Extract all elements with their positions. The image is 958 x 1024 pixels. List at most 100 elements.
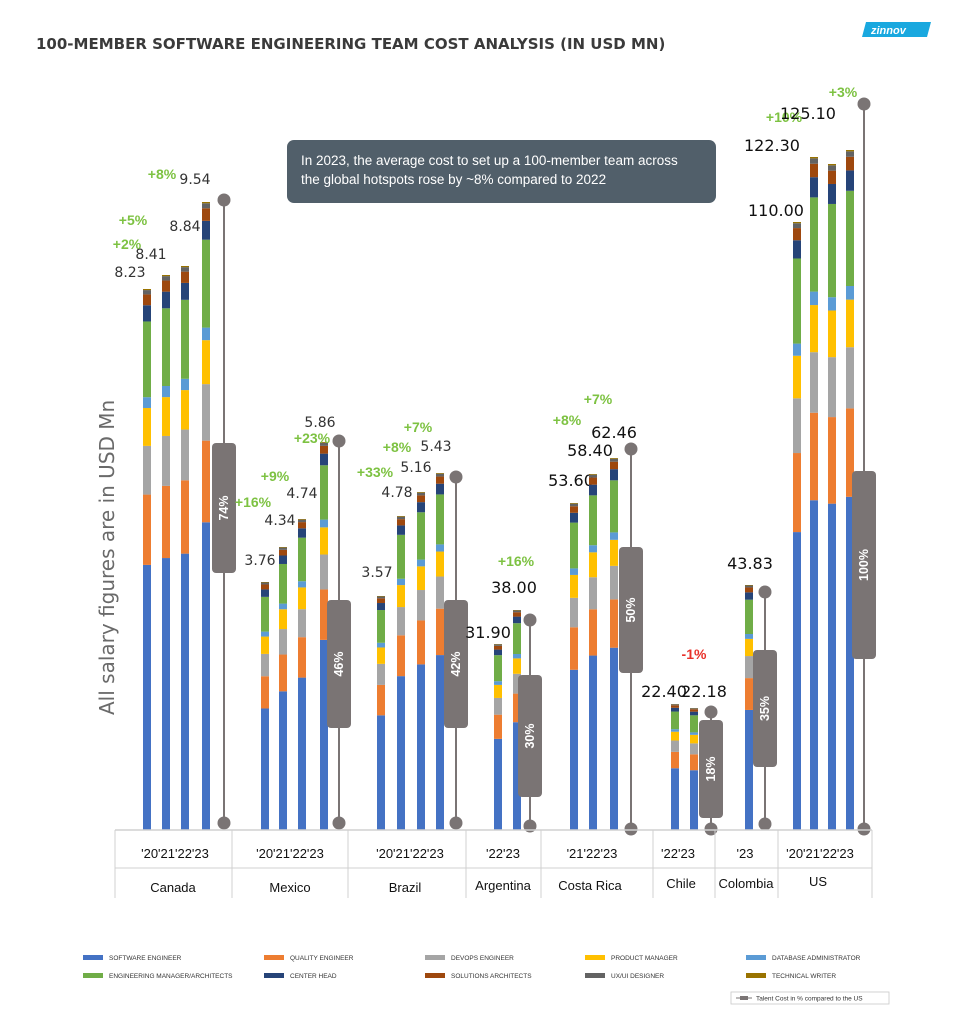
bar-segment xyxy=(610,458,618,459)
bar-segment xyxy=(690,754,698,771)
bar-segment xyxy=(494,645,502,650)
bar-segment xyxy=(377,603,385,611)
connector-dot-top xyxy=(217,193,231,207)
bar-segment xyxy=(162,435,170,486)
bar-segment xyxy=(793,343,801,356)
legend-note-pill xyxy=(740,996,748,1000)
total-label: 4.74 xyxy=(286,486,317,502)
bar-segment xyxy=(793,532,801,830)
connector-dot-bottom xyxy=(857,822,871,836)
callout-line-2: the global hotspots rose by ~8% compared… xyxy=(301,172,606,187)
bar-segment xyxy=(181,480,189,554)
growth-label: +8% xyxy=(148,166,177,182)
bar-segment xyxy=(513,612,521,617)
bar-segment xyxy=(436,483,444,495)
bar-costa-rica-0 xyxy=(570,503,578,830)
legend-label: PRODUCT MANAGER xyxy=(611,955,678,962)
bar-segment xyxy=(846,151,854,157)
legend-swatch xyxy=(585,973,605,978)
talent-cost-connector: 100% xyxy=(852,97,876,836)
bar-segment xyxy=(261,708,269,830)
bar-canada-0 xyxy=(143,289,151,830)
bar-segment xyxy=(261,636,269,654)
bar-segment xyxy=(793,222,801,224)
bar-segment xyxy=(846,408,854,497)
bar-segment xyxy=(377,684,385,716)
bar-segment xyxy=(298,609,306,638)
year-tick-labels: '20'21'22'23 xyxy=(256,846,324,861)
bar-segment xyxy=(162,485,170,559)
bar-segment xyxy=(828,203,836,298)
bar-segment xyxy=(279,549,287,556)
bar-segment xyxy=(671,768,679,830)
bar-canada-3 xyxy=(202,202,210,830)
bar-segment xyxy=(417,590,425,621)
year-tick-labels: '23 xyxy=(737,846,754,861)
year-tick-labels: '22'23 xyxy=(486,846,520,861)
bar-segment xyxy=(745,678,753,710)
bar-segment xyxy=(589,495,597,546)
bar-segment xyxy=(202,208,210,221)
bar-segment xyxy=(320,453,328,466)
bar-brazil-1 xyxy=(397,516,405,830)
bar-segment xyxy=(162,276,170,281)
bar-segment xyxy=(810,500,818,830)
country-group-costa-rica: 53.60 58.40 +8% 62.46 +7% 50% xyxy=(548,391,643,836)
bar-segment xyxy=(671,731,679,741)
bar-segment xyxy=(810,305,818,353)
bar-colombia-0 xyxy=(745,585,753,830)
talent-cost-pill xyxy=(212,443,236,573)
bar-segment xyxy=(570,669,578,830)
bar-segment xyxy=(181,282,189,300)
bar-segment xyxy=(397,519,405,526)
bar-segment xyxy=(810,158,818,164)
connector-dot-bottom xyxy=(449,816,463,830)
bar-segment xyxy=(320,465,328,520)
bar-segment xyxy=(417,664,425,830)
growth-label: +7% xyxy=(584,391,613,407)
bar-segment xyxy=(513,722,521,830)
bar-segment xyxy=(828,297,836,311)
logo-text: zinnov xyxy=(870,25,907,37)
growth-label: +16% xyxy=(498,553,535,569)
talent-cost-pct: 74% xyxy=(217,495,231,520)
talent-cost-pill xyxy=(444,600,468,728)
total-label: 22.18 xyxy=(681,682,727,701)
bar-segment xyxy=(513,610,521,613)
legend-swatch xyxy=(83,955,103,960)
legend-item: QUALITY ENGINEER xyxy=(264,955,354,962)
total-label: 5.43 xyxy=(420,439,451,455)
year-tick-labels: '20'21'22'23 xyxy=(376,846,444,861)
total-label: 5.16 xyxy=(400,460,431,476)
bar-segment xyxy=(320,639,328,830)
talent-cost-connector: 18% xyxy=(699,705,723,836)
bar-segment xyxy=(570,522,578,569)
bar-segment xyxy=(417,502,425,513)
bar-segment xyxy=(279,629,287,655)
bar-segment xyxy=(793,453,801,533)
bar-segment xyxy=(417,566,425,591)
talent-cost-connector: 42% xyxy=(444,470,468,830)
talent-cost-pill xyxy=(327,600,351,728)
legend-swatch xyxy=(425,973,445,978)
bar-segment xyxy=(279,654,287,692)
bar-segment xyxy=(181,299,189,379)
legend-label: SOLUTIONS ARCHITECTS xyxy=(451,973,532,980)
bar-canada-1 xyxy=(162,275,170,830)
bar-segment xyxy=(298,587,306,610)
bar-segment xyxy=(671,705,679,708)
country-label: Canada xyxy=(150,880,196,895)
total-label: 5.86 xyxy=(304,415,335,431)
bar-segment xyxy=(846,286,854,300)
bar-segment xyxy=(690,734,698,744)
bar-segment xyxy=(846,496,854,830)
bar-segment xyxy=(828,310,836,358)
bar-segment xyxy=(377,642,385,648)
country-group-colombia: 43.83 35% xyxy=(727,554,777,831)
bar-mexico-1 xyxy=(279,547,287,830)
connector-dot-top xyxy=(523,613,537,627)
chart-title: 100-MEMBER SOFTWARE ENGINEERING TEAM COS… xyxy=(36,35,665,53)
connector-dot-bottom xyxy=(758,817,772,831)
bar-segment xyxy=(298,677,306,830)
